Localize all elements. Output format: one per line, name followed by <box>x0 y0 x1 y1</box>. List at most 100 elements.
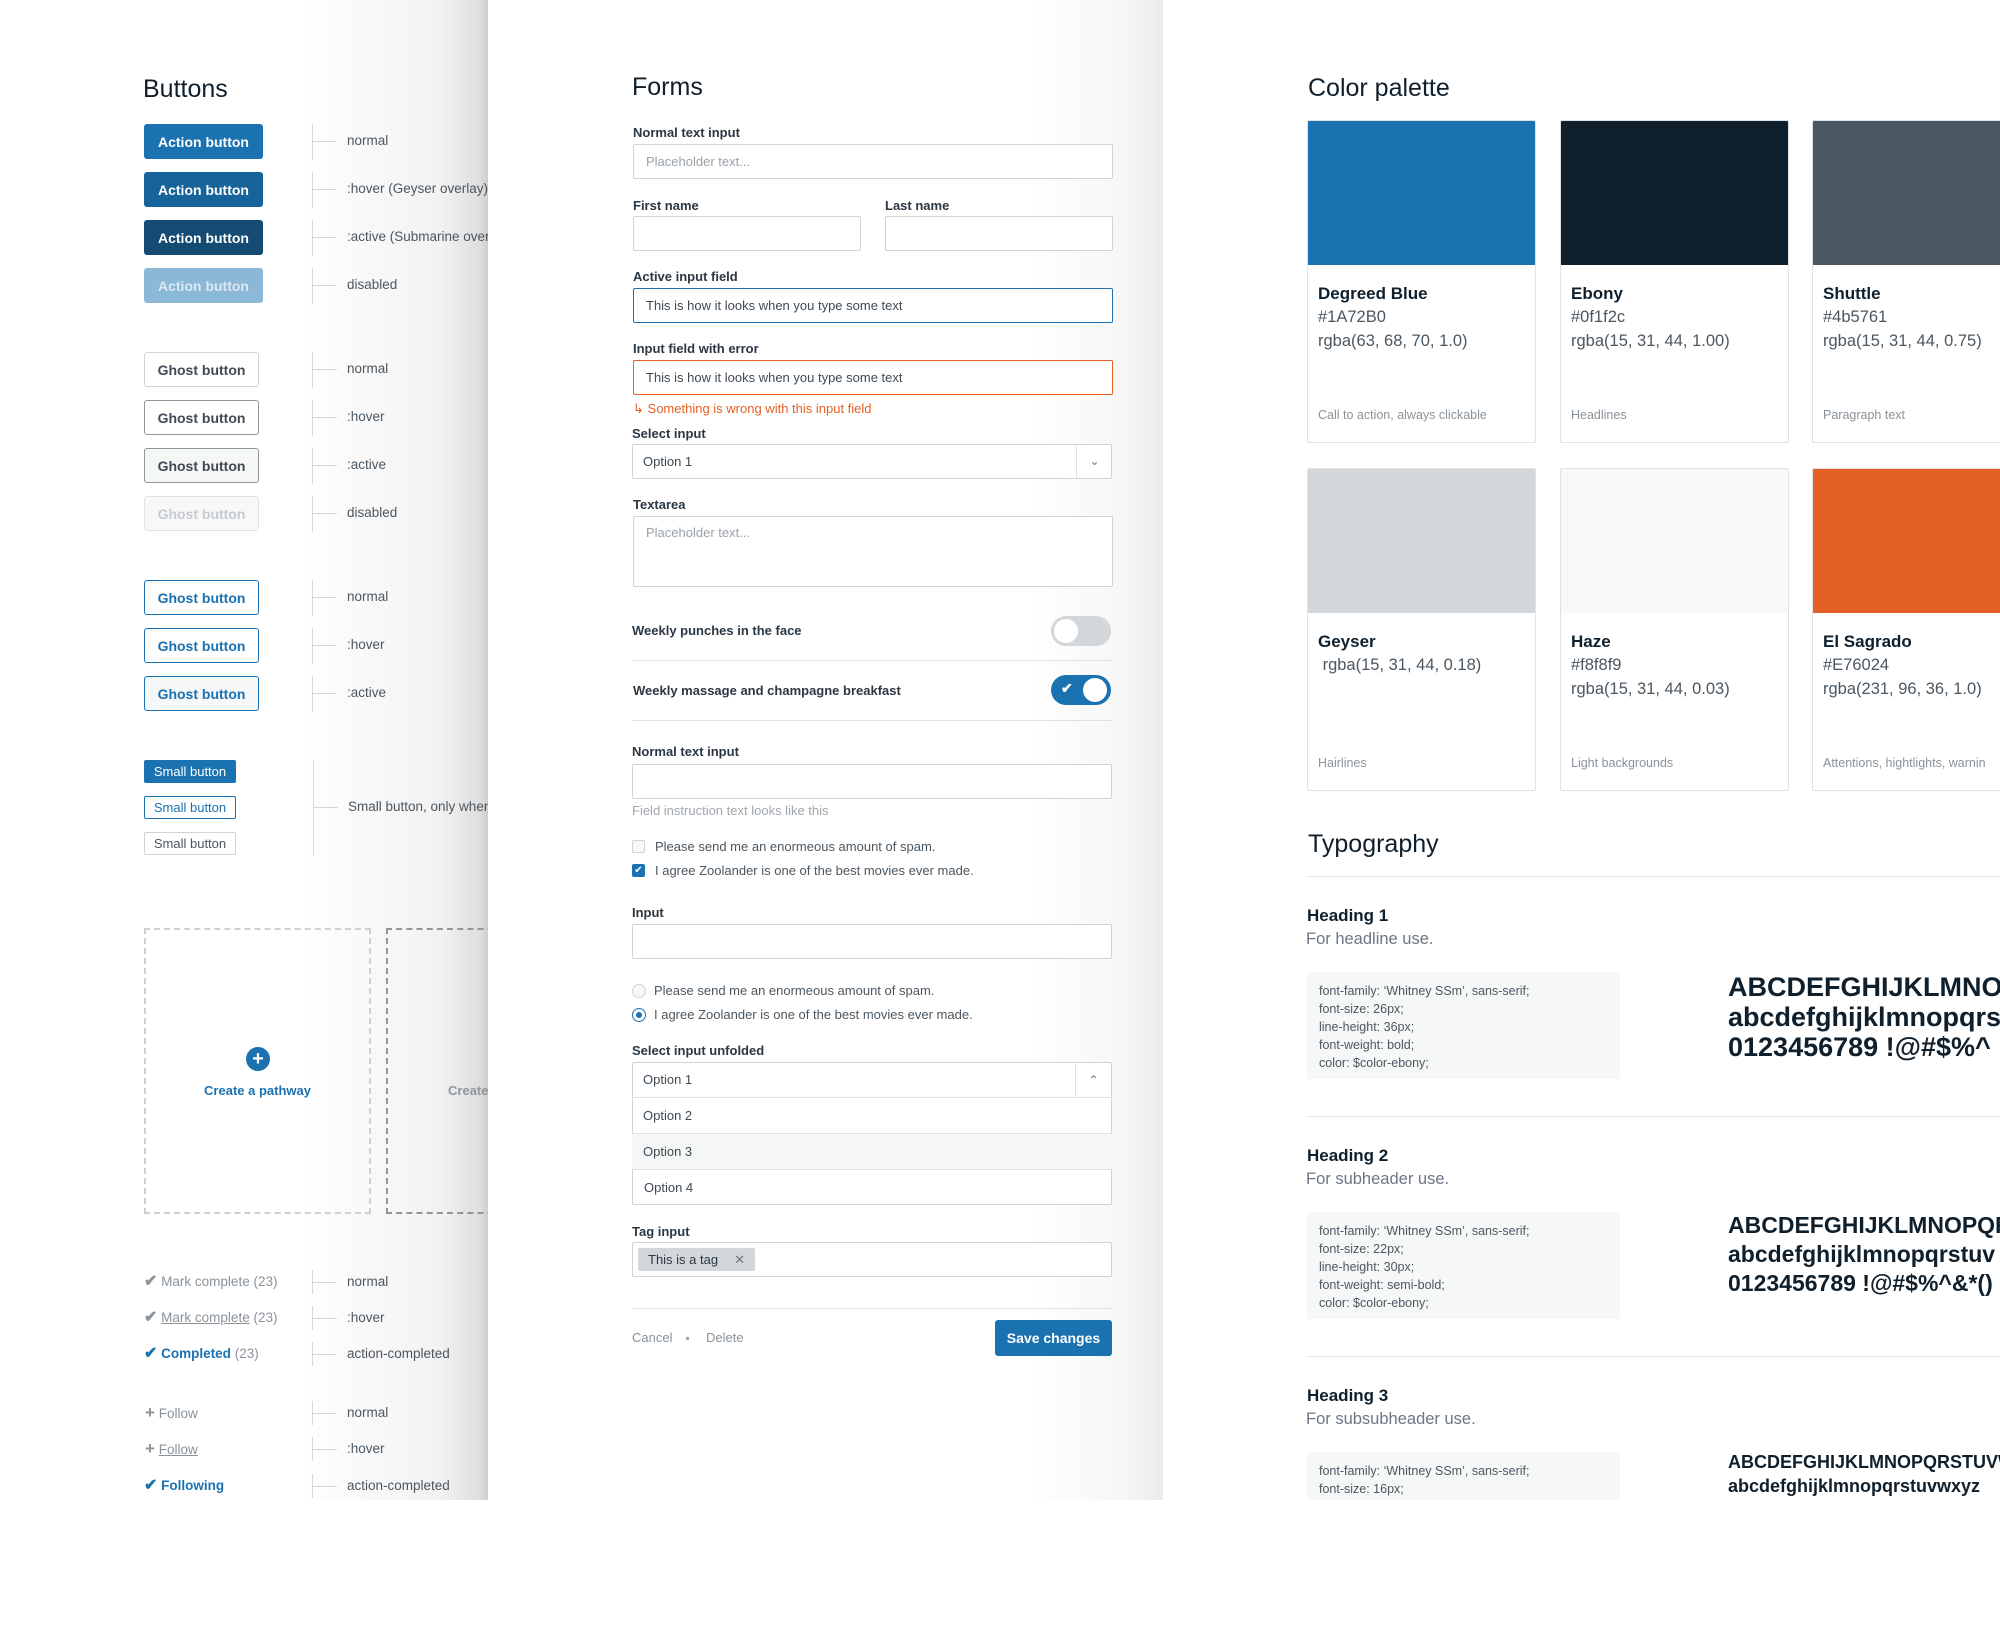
state-label: normal <box>347 133 389 148</box>
completed-action[interactable]: ✔ Completed (23) <box>144 1344 259 1364</box>
create-pathway-label: Create a pathway <box>204 1083 311 1098</box>
divider <box>1307 1116 2000 1117</box>
select-option[interactable]: Option 4 <box>633 1169 1111 1204</box>
following-label: Following <box>161 1478 225 1493</box>
small-button-ghost-blue[interactable]: Small button <box>144 796 236 819</box>
divider <box>632 720 1112 721</box>
connector <box>312 1270 313 1294</box>
error-text: Something is wrong with this input field <box>647 401 872 416</box>
toggle-label: Weekly massage and champagne breakfast <box>633 683 901 698</box>
field-label: Tag input <box>632 1224 690 1239</box>
connector <box>312 1437 313 1461</box>
small-button-action[interactable]: Small button <box>144 760 236 783</box>
forms-panel: Forms Normal text input Placeholder text… <box>488 0 1163 1500</box>
color-rgba: rgba(15, 31, 44, 0.03) <box>1571 680 1730 698</box>
field-label: Normal text input <box>632 744 739 759</box>
checkbox-checked[interactable]: ✔ <box>632 864 645 877</box>
toggle-on[interactable]: ✔ <box>1051 675 1111 705</box>
typography-usage: For subheader use. <box>1306 1170 1450 1188</box>
checkbox-unchecked[interactable] <box>632 840 645 853</box>
plus-circle-icon: + <box>246 1047 270 1071</box>
completed-label: Completed <box>161 1346 231 1361</box>
radio-dot <box>635 1011 642 1018</box>
connector <box>312 1342 313 1366</box>
ghost-button-hover[interactable]: Ghost button <box>144 400 259 435</box>
color-swatch <box>1561 121 1788 265</box>
connector <box>312 496 313 532</box>
textarea[interactable]: Placeholder text... <box>633 516 1113 587</box>
create-pathway-card-hover[interactable]: Create <box>386 928 488 1214</box>
type-sample: 0123456789 !@#$%^&*() <box>1728 1270 1993 1296</box>
select-option-highlighted[interactable]: Option 3 <box>632 1133 1112 1169</box>
color-name: Haze <box>1571 632 1611 651</box>
select-option[interactable]: Option 2 <box>632 1097 1112 1133</box>
action-button-hover[interactable]: Action button <box>144 172 263 207</box>
state-label: :hover <box>347 1441 385 1456</box>
tag-input[interactable]: This is a tag ✕ <box>632 1242 1112 1277</box>
delete-link[interactable]: Delete <box>706 1330 744 1345</box>
field-label: Last name <box>885 198 950 213</box>
follow-normal[interactable]: + Follow <box>145 1403 198 1424</box>
normal-text-input-2[interactable] <box>632 764 1112 799</box>
connector <box>313 1282 337 1283</box>
field-label: Select input unfolded <box>632 1043 765 1058</box>
connector <box>313 645 337 646</box>
connector <box>312 676 313 712</box>
first-name-input[interactable] <box>633 216 861 251</box>
state-label: disabled <box>347 505 398 520</box>
check-icon: ✔ <box>144 1309 158 1326</box>
ghost-button-normal[interactable]: Ghost button <box>144 352 259 387</box>
blue-ghost-button-hover[interactable]: Ghost button <box>144 628 259 663</box>
mark-complete-normal[interactable]: ✔ Mark complete (23) <box>144 1272 277 1292</box>
action-button-active[interactable]: Action button <box>144 220 263 255</box>
select-option[interactable]: Option 1 <box>643 1072 693 1087</box>
error-message: ↳ Something is wrong with this input fie… <box>633 399 872 419</box>
radio-unchecked[interactable] <box>632 984 646 998</box>
ghost-button-disabled: Ghost button <box>144 496 259 531</box>
follow-hover[interactable]: + Follow <box>145 1439 198 1460</box>
type-sample: ABCDEFGHIJKLMNOPQRS <box>1728 1212 2000 1238</box>
placeholder: Placeholder text... <box>646 154 751 169</box>
active-input[interactable]: This is how it looks when you type some … <box>633 288 1113 323</box>
code-line: font-family: ‘Whitney SSm’, sans-serif; <box>1319 1464 1530 1478</box>
color-name: Ebony <box>1571 284 1623 303</box>
connector <box>312 220 313 256</box>
radio-label: I agree Zoolander is one of the best mov… <box>654 1007 973 1022</box>
blue-ghost-button-active[interactable]: Ghost button <box>144 676 259 711</box>
color-name: Degreed Blue <box>1318 284 1428 303</box>
last-name-input[interactable] <box>885 216 1113 251</box>
ghost-button-active[interactable]: Ghost button <box>144 448 259 483</box>
following[interactable]: ✔ Following <box>144 1476 224 1496</box>
divider <box>632 660 1112 661</box>
state-label: normal <box>347 1274 389 1289</box>
connector <box>312 1306 313 1330</box>
mark-label: Mark complete <box>161 1274 250 1289</box>
toggle-off[interactable] <box>1051 616 1111 646</box>
connector <box>312 352 313 388</box>
chevron-up-icon[interactable]: ⌃ <box>1088 1073 1099 1087</box>
connector <box>313 693 337 694</box>
save-changes-button[interactable]: Save changes <box>995 1320 1112 1356</box>
error-input[interactable]: This is how it looks when you type some … <box>633 360 1113 395</box>
state-label: :active <box>347 685 387 700</box>
close-icon[interactable]: ✕ <box>734 1251 745 1267</box>
color-name: El Sagrado <box>1823 632 1912 651</box>
type-sample: abcdefghijklmnopqrstuvwxyz <box>1728 1476 1981 1496</box>
create-pathway-card[interactable]: + Create a pathway <box>144 928 371 1214</box>
type-sample: ABCDEFGHIJKLMNO <box>1728 972 2000 1002</box>
input[interactable] <box>632 924 1112 959</box>
code-line: font-size: 26px; <box>1319 1002 1404 1016</box>
cancel-link[interactable]: Cancel <box>632 1330 673 1345</box>
small-button-ghost[interactable]: Small button <box>144 832 236 855</box>
code-line: font-size: 16px; <box>1319 1482 1404 1496</box>
chevron-down-icon[interactable]: ⌄ <box>1089 454 1100 468</box>
color-rgba: rgba(15, 31, 44, 0.18) <box>1318 656 1482 674</box>
state-label: action-completed <box>347 1346 450 1361</box>
blue-ghost-button-normal[interactable]: Ghost button <box>144 580 259 615</box>
select-input[interactable]: Option 1 ⌄ <box>632 444 1112 479</box>
normal-text-input[interactable]: Placeholder text... <box>633 144 1113 179</box>
radio-checked[interactable] <box>632 1008 646 1022</box>
connector <box>314 807 338 808</box>
mark-complete-hover[interactable]: ✔ Mark complete (23) <box>144 1308 277 1328</box>
action-button-normal[interactable]: Action button <box>144 124 263 159</box>
